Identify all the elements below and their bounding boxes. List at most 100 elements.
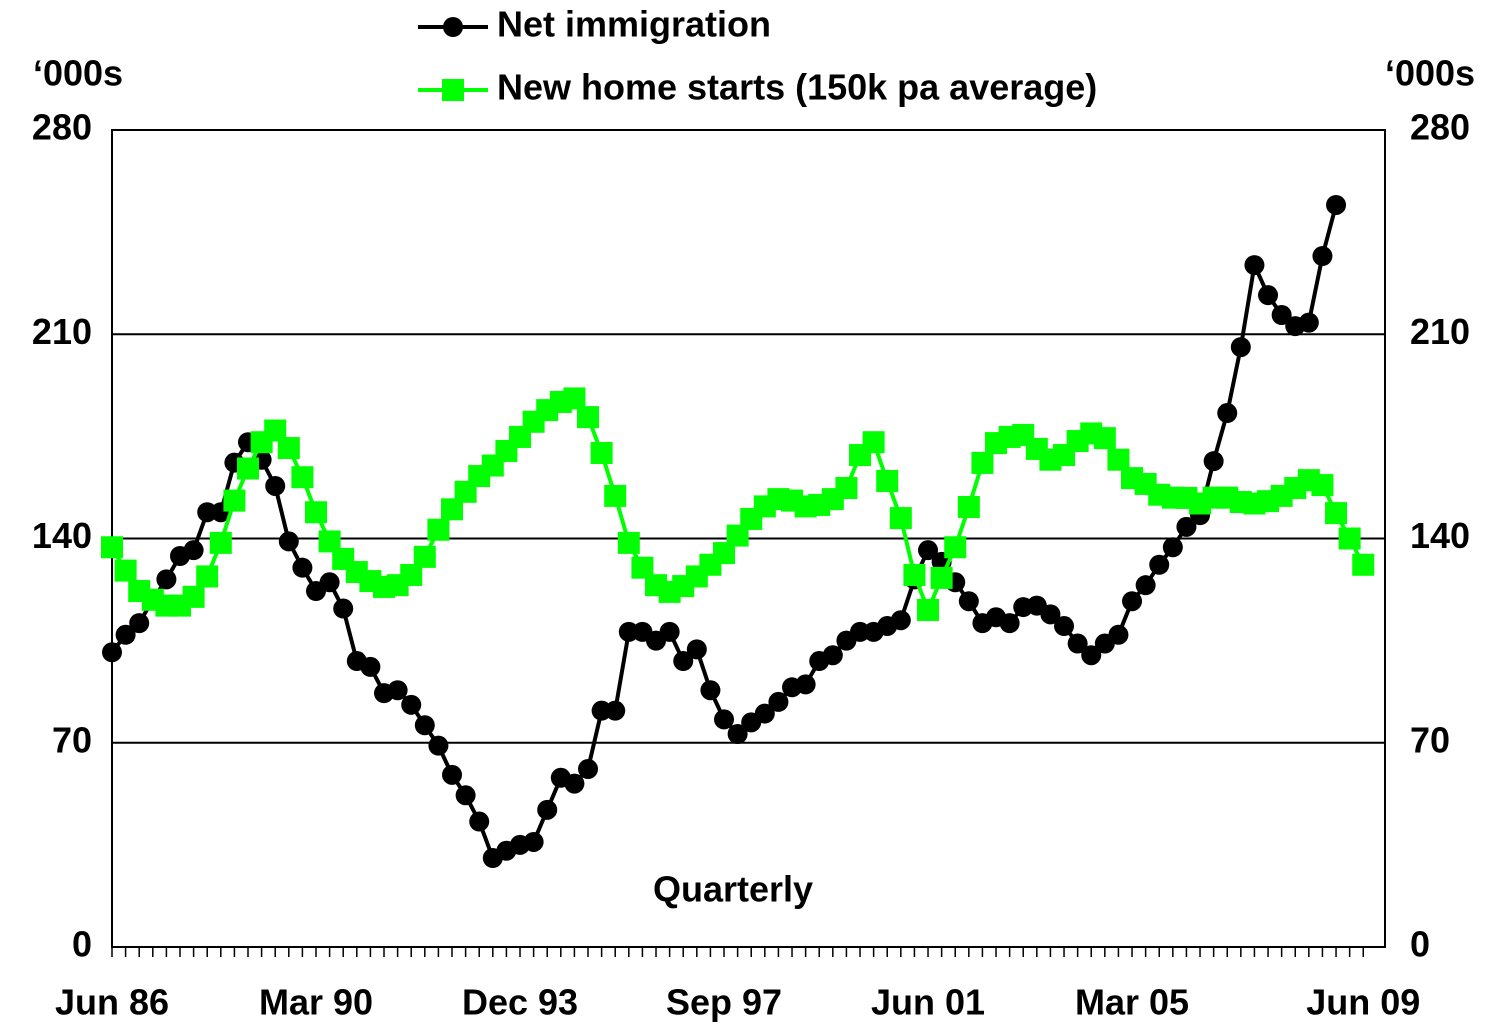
data-point	[455, 785, 476, 806]
data-point	[1135, 575, 1156, 596]
x-tick-label: Dec 93	[462, 982, 578, 1023]
y2-tick-label: 280	[1410, 107, 1470, 148]
data-point	[944, 536, 967, 559]
data-point	[1203, 451, 1224, 472]
data-point	[930, 566, 953, 589]
data-point	[114, 559, 137, 582]
data-point	[563, 387, 586, 410]
y2-tick-label: 140	[1410, 515, 1470, 556]
x-tick-label: Sep 97	[666, 982, 782, 1023]
data-point	[754, 703, 775, 724]
x-tick-label: Jun 86	[55, 982, 169, 1023]
y2-axis-unit: ‘000s	[1385, 53, 1475, 94]
data-point	[862, 431, 885, 454]
y2-tick-label: 210	[1410, 311, 1470, 352]
data-point	[577, 406, 600, 429]
data-point	[768, 691, 789, 712]
annotation: Quarterly	[653, 869, 813, 910]
data-point	[183, 540, 204, 561]
data-point	[1149, 554, 1170, 575]
data-point	[209, 531, 232, 554]
data-point	[291, 466, 314, 489]
y-tick-label: 70	[52, 719, 92, 760]
data-point	[1312, 246, 1333, 267]
data-point	[1311, 474, 1334, 497]
y-axis-unit: ‘000s	[33, 53, 123, 94]
data-point	[889, 507, 912, 530]
data-point	[617, 531, 640, 554]
data-point	[442, 764, 463, 785]
data-point	[1162, 537, 1183, 558]
data-point	[1108, 624, 1129, 645]
data-point	[1298, 312, 1319, 333]
legend-label: Net immigration	[497, 4, 771, 45]
data-point	[1352, 553, 1375, 576]
data-point	[1081, 645, 1102, 666]
y2-tick-label: 70	[1410, 719, 1450, 760]
data-point	[441, 498, 464, 521]
x-tick-label: Jun 09	[1306, 982, 1420, 1023]
data-point	[318, 530, 341, 553]
data-point	[727, 723, 748, 744]
y-tick-label: 210	[32, 311, 92, 352]
data-point	[578, 759, 599, 780]
data-point	[101, 536, 123, 559]
data-point	[1230, 337, 1251, 358]
data-point	[537, 799, 558, 820]
data-point	[223, 489, 246, 512]
data-point	[590, 442, 613, 465]
y-tick-label: 280	[32, 107, 92, 148]
data-point	[604, 484, 627, 507]
data-point	[700, 680, 721, 701]
data-point	[890, 610, 911, 631]
data-point	[129, 613, 150, 634]
data-point	[102, 642, 122, 663]
data-point	[196, 565, 219, 588]
data-point	[319, 572, 340, 593]
data-point	[714, 709, 735, 730]
x-tick-label: Mar 05	[1075, 982, 1189, 1023]
data-point	[713, 542, 736, 565]
data-point	[305, 501, 328, 524]
data-point	[605, 700, 626, 721]
data-point	[360, 656, 381, 677]
data-point	[400, 563, 423, 586]
data-point	[835, 477, 858, 500]
x-tick-label: Mar 90	[259, 982, 373, 1023]
data-point	[278, 531, 299, 552]
data-point	[292, 557, 313, 578]
data-point	[1338, 527, 1361, 550]
data-point	[277, 437, 300, 460]
data-point	[1122, 591, 1143, 612]
data-point	[1217, 403, 1238, 424]
data-point	[1107, 448, 1130, 471]
legend-marker	[442, 79, 464, 101]
data-point	[469, 811, 490, 832]
y-tick-label: 0	[72, 924, 92, 965]
data-point	[264, 419, 287, 442]
data-point	[1067, 633, 1088, 654]
data-point	[265, 475, 286, 496]
data-point	[1326, 194, 1347, 215]
data-point	[523, 831, 544, 852]
data-point	[1093, 427, 1116, 450]
data-point	[401, 694, 422, 715]
data-point	[414, 715, 435, 736]
y2-tick-label: 0	[1410, 924, 1430, 965]
data-point	[115, 624, 136, 645]
data-point	[1271, 304, 1292, 325]
data-point	[564, 773, 585, 794]
data-point	[1244, 255, 1265, 276]
series-line	[110, 204, 1338, 861]
data-point	[387, 680, 408, 701]
data-point	[631, 556, 654, 579]
data-point	[237, 457, 260, 480]
data-point	[903, 563, 926, 586]
data-point	[1054, 616, 1075, 637]
data-point	[971, 451, 994, 474]
data-point	[822, 645, 843, 666]
data-point	[958, 591, 979, 612]
data-point	[673, 651, 694, 672]
data-point	[917, 598, 940, 621]
